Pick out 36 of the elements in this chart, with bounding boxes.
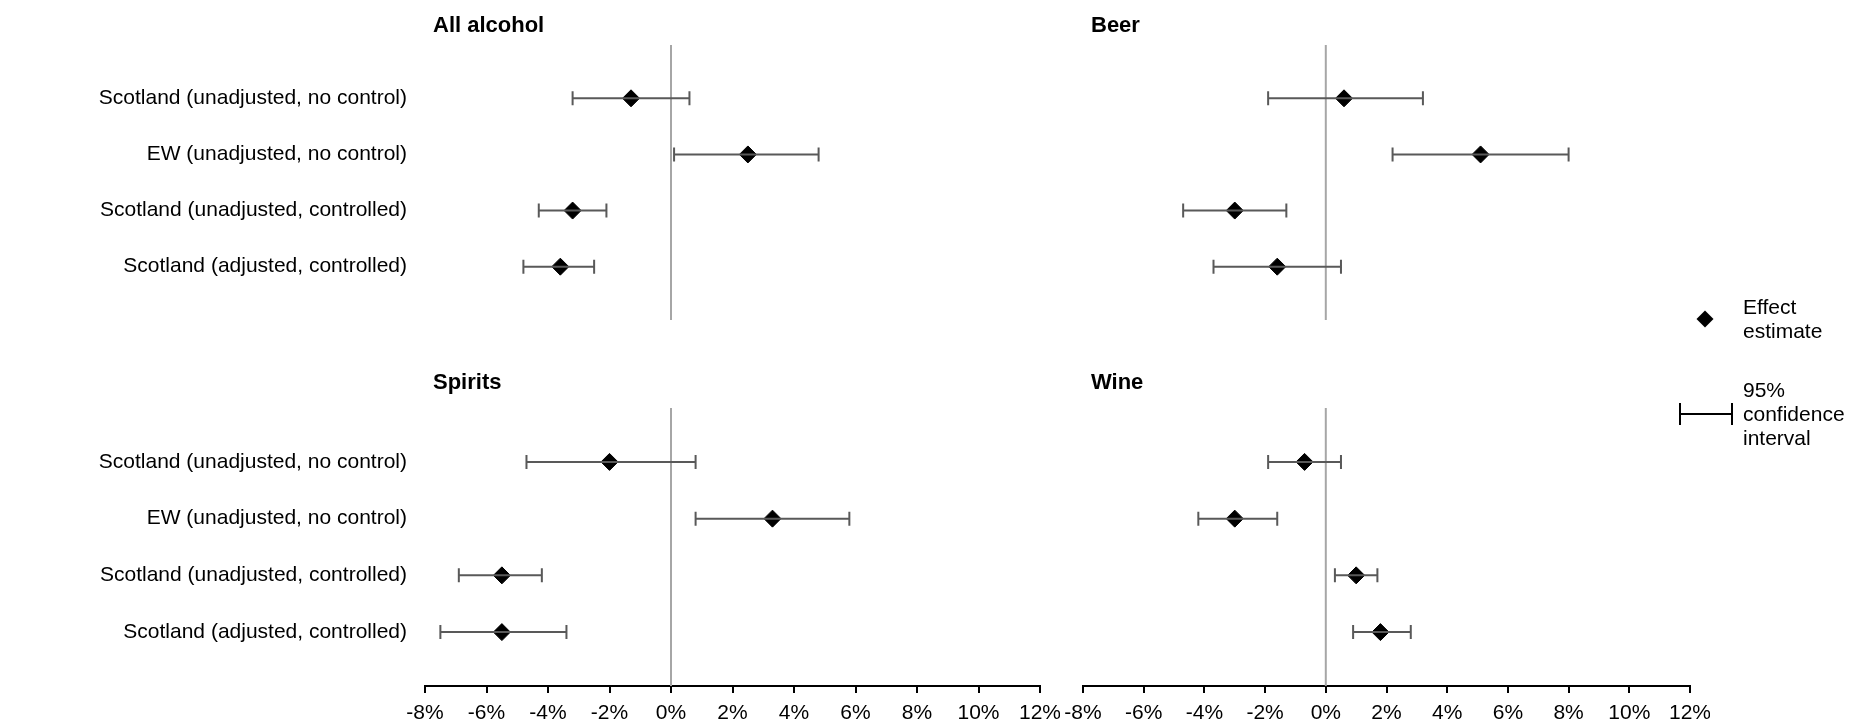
x-tick-label: -6% bbox=[1125, 700, 1163, 724]
y-tick-label: Scotland (unadjusted, controlled) bbox=[99, 197, 407, 221]
x-tick-label: 10% bbox=[957, 700, 1000, 724]
x-tick-label: 2% bbox=[1371, 700, 1402, 724]
x-tick-label: 8% bbox=[901, 700, 933, 724]
x-tick-label: 4% bbox=[1432, 700, 1463, 724]
x-tick-label: 4% bbox=[778, 700, 810, 724]
x-tick-label: -2% bbox=[1246, 700, 1284, 724]
x-tick-label: -8% bbox=[406, 700, 444, 724]
chart-title: Wine bbox=[1091, 369, 1144, 395]
y-tick-label: Scotland (unadjusted, no control) bbox=[98, 448, 407, 472]
x-tick-label: -4% bbox=[529, 700, 567, 724]
y-tick-label: Scotland (adjusted, controlled) bbox=[123, 618, 407, 642]
legend-label: Effect estimate bbox=[1743, 295, 1824, 343]
x-tick-label: 12% bbox=[1018, 700, 1062, 724]
y-tick-label: Scotland (unadjusted, controlled) bbox=[99, 562, 407, 586]
x-tick-label: -6% bbox=[467, 700, 506, 724]
chart-title: Beer bbox=[1091, 12, 1141, 38]
y-tick-label: EW (unadjusted, no control) bbox=[146, 505, 407, 529]
y-tick-label: Scotland (unadjusted, no control) bbox=[98, 85, 407, 109]
x-tick-label: 6% bbox=[840, 700, 871, 724]
chart-title: All alcohol bbox=[433, 12, 545, 38]
x-tick-label: 2% bbox=[717, 700, 748, 724]
x-tick-label: 8% bbox=[1553, 700, 1584, 724]
chart-title: Spirits bbox=[433, 369, 502, 395]
x-tick-label: 6% bbox=[1492, 700, 1524, 724]
x-tick-label: 0% bbox=[1310, 700, 1341, 724]
y-tick-label: Scotland (adjusted, controlled) bbox=[123, 253, 407, 277]
text: 95% confidence interval bbox=[1743, 378, 1846, 450]
x-tick-label: -4% bbox=[1185, 700, 1224, 724]
x-tick-label: -2% bbox=[590, 700, 629, 724]
x-tick-label: -8% bbox=[1064, 700, 1102, 724]
x-tick-label: 10% bbox=[1608, 700, 1651, 724]
x-tick-label: 0% bbox=[655, 700, 687, 724]
y-tick-label: EW (unadjusted, no control) bbox=[146, 141, 407, 165]
x-tick-label: 12% bbox=[1668, 700, 1712, 724]
